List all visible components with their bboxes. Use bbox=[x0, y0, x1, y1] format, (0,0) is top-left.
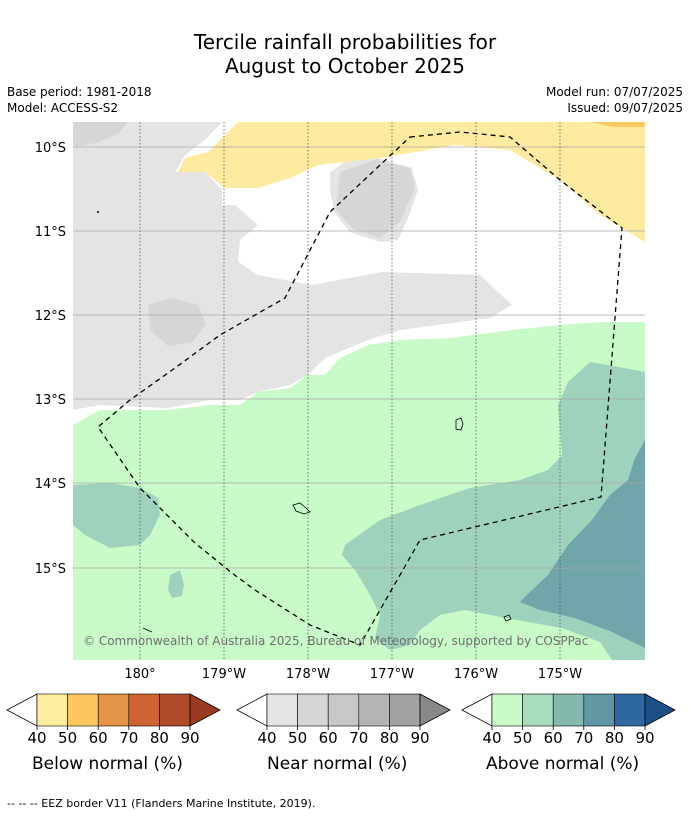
model-name: Model: ACCESS-S2 bbox=[7, 101, 119, 115]
colorbar-segment bbox=[389, 693, 421, 727]
island-outline bbox=[142, 627, 153, 633]
longitude-labels: 180° 179°W 178°W 177°W 176°W 175°W bbox=[124, 667, 582, 682]
copyright-text: © Commonwealth of Australia 2025, Bureau… bbox=[83, 634, 588, 648]
colorbar-tick-label: 50 bbox=[58, 729, 77, 747]
near-normal-label: Near normal (%) bbox=[267, 754, 408, 774]
above-normal-50-region bbox=[168, 570, 184, 598]
colorbar-segment bbox=[552, 693, 585, 727]
colorbar-tick-label: 60 bbox=[89, 729, 108, 747]
colorbar-tick-label: 80 bbox=[605, 729, 624, 747]
near-colorbar: 40 50 60 70 80 90 bbox=[236, 693, 451, 747]
colorbar-under-extension bbox=[6, 693, 38, 727]
colorbar-tick-label: 50 bbox=[288, 729, 307, 747]
latitude-label: 14°S bbox=[35, 477, 66, 492]
title-line-2: August to October 2025 bbox=[224, 54, 466, 78]
below-normal-40-region bbox=[178, 122, 645, 242]
colorbar-segment bbox=[97, 693, 130, 727]
near-normal-50-region bbox=[336, 160, 415, 238]
colorbar-over-extension bbox=[189, 693, 221, 727]
above-normal-50-region bbox=[73, 483, 160, 548]
latitude-label: 11°S bbox=[35, 225, 66, 240]
island-outline bbox=[292, 502, 311, 515]
meta-left: Base period: 1981-2018 Model: ACCESS-S2 bbox=[7, 84, 152, 116]
colorbar-tick-label: 60 bbox=[319, 729, 338, 747]
colorbar-tick-label: 80 bbox=[150, 729, 169, 747]
colorbar-tick-label: 70 bbox=[349, 729, 368, 747]
latitude-labels: 10°S 11°S 12°S 13°S 14°S 15°S bbox=[35, 141, 66, 577]
above-colorbar: 40 50 60 70 80 90 bbox=[461, 693, 676, 747]
colorbar-segment bbox=[614, 693, 646, 727]
colorbar-segment bbox=[522, 693, 554, 727]
colorbars: 40 50 60 70 80 90 40 50 60 70 80 90 40 50 60 70 80 90 bbox=[6, 693, 676, 747]
island-outline bbox=[503, 614, 512, 622]
issued-date: Issued: 09/07/2025 bbox=[567, 101, 683, 115]
latitude-label: 15°S bbox=[35, 562, 66, 577]
below-colorbar: 40 50 60 70 80 90 bbox=[6, 693, 221, 747]
colorbar-segment bbox=[297, 693, 329, 727]
longitude-label: 180° bbox=[124, 667, 155, 682]
title-line-1: Tercile rainfall probabilities for bbox=[193, 30, 497, 54]
colorbar-segment bbox=[491, 693, 523, 727]
below-normal-label: Below normal (%) bbox=[32, 754, 183, 774]
model-run: Model run: 07/07/2025 bbox=[545, 85, 683, 99]
latitude-label: 13°S bbox=[35, 393, 66, 408]
longitude-label: 179°W bbox=[202, 667, 246, 682]
longitude-label: 177°W bbox=[370, 667, 414, 682]
eez-border bbox=[97, 131, 623, 646]
map-title: Tercile rainfall probabilities for Augus… bbox=[0, 30, 690, 78]
colorbar-over-extension bbox=[644, 693, 676, 727]
colorbar-under-extension bbox=[236, 693, 268, 727]
colorbar-tick-label: 90 bbox=[635, 729, 654, 747]
colorbar-tick-label: 50 bbox=[513, 729, 532, 747]
eez-legend-footer: -- -- -- EEZ border V11 (Flanders Marine… bbox=[7, 797, 316, 810]
colorbar-tick-label: 70 bbox=[119, 729, 138, 747]
colorbar-segment bbox=[583, 693, 615, 727]
above-normal-label: Above normal (%) bbox=[486, 754, 640, 774]
colorbar-tick-label: 60 bbox=[544, 729, 563, 747]
colorbar-over-extension bbox=[419, 693, 451, 727]
colorbar-tick-label: 70 bbox=[574, 729, 593, 747]
below-normal-50-region bbox=[590, 122, 645, 127]
latitude-label: 10°S bbox=[35, 141, 66, 156]
longitude-label: 175°W bbox=[538, 667, 582, 682]
colorbar-segment bbox=[128, 693, 160, 727]
colorbar-tick-label: 90 bbox=[410, 729, 429, 747]
colorbar-tick-label: 90 bbox=[180, 729, 199, 747]
above-normal-60-region bbox=[520, 440, 645, 648]
colorbar-tick-label: 40 bbox=[482, 729, 501, 747]
graticule bbox=[73, 122, 645, 660]
longitude-label: 176°W bbox=[454, 667, 498, 682]
colorbar-tick-label: 40 bbox=[257, 729, 276, 747]
latitude-label: 12°S bbox=[35, 309, 66, 324]
colorbar-tick-label: 80 bbox=[380, 729, 399, 747]
colorbar-under-extension bbox=[461, 693, 493, 727]
island-outline bbox=[455, 417, 464, 431]
colorbar-segment bbox=[266, 693, 298, 727]
colorbar-segment bbox=[358, 693, 390, 727]
near-normal-50-region bbox=[148, 298, 206, 346]
base-period: Base period: 1981-2018 bbox=[7, 85, 152, 99]
near-normal-50-region bbox=[73, 122, 128, 147]
meta-right: Model run: 07/07/2025 Issued: 09/07/2025 bbox=[546, 84, 683, 116]
colorbar-segment bbox=[36, 693, 68, 727]
probability-field bbox=[73, 122, 645, 660]
longitude-label: 178°W bbox=[286, 667, 330, 682]
colorbar-segment bbox=[67, 693, 99, 727]
island-outline bbox=[97, 211, 99, 213]
colorbar-segment bbox=[327, 693, 360, 727]
colorbar-tick-label: 40 bbox=[27, 729, 46, 747]
colorbar-segment bbox=[159, 693, 191, 727]
